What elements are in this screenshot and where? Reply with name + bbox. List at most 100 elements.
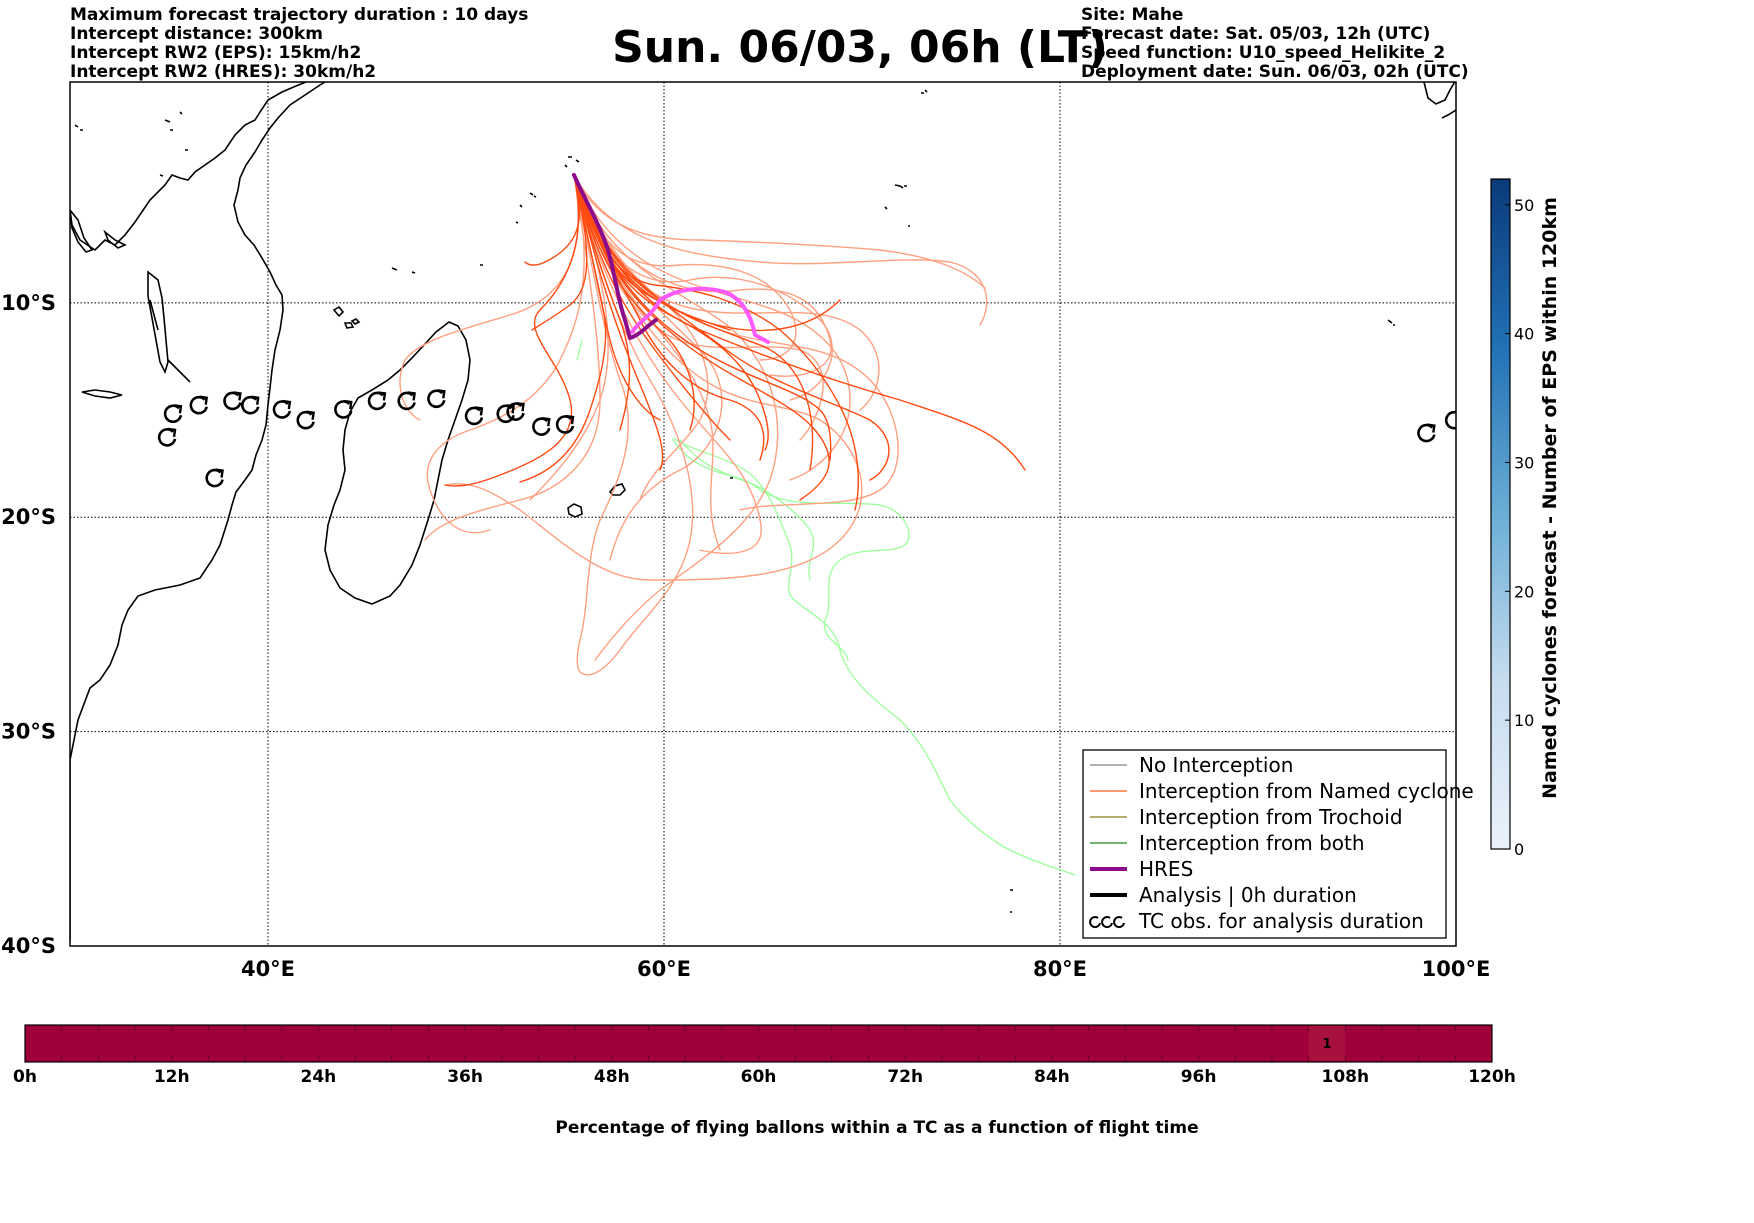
green-trajectories xyxy=(576,339,1076,876)
latitude-label: 40°S xyxy=(1,934,56,958)
colorbar: 0 10 20 30 40 50 Named cyclones forecast - Nu… xyxy=(1490,178,1561,859)
timebar: 1 0h 12h 24h 36h 48h 60h 72h 84h 96h 108h 120h xyxy=(13,1024,1516,1087)
colorbar-tick-label: 50 xyxy=(1514,196,1534,215)
timebar-label: 0h xyxy=(13,1067,37,1087)
timebar-label: 84h xyxy=(1034,1067,1070,1087)
header-left: Maximum forecast trajectory duration : 1… xyxy=(70,6,528,82)
latitude-label: 10°S xyxy=(1,291,56,315)
tc-observation-icon xyxy=(205,468,224,488)
longitude-label: 60°E xyxy=(637,957,691,981)
header-right-line: Deployment date: Sun. 06/03, 02h (UTC) xyxy=(1081,62,1469,82)
timebar-label: 96h xyxy=(1181,1067,1217,1087)
legend-box xyxy=(1082,749,1447,939)
longitude-label: 80°E xyxy=(1033,957,1087,981)
lake-tanganyika xyxy=(70,208,94,253)
legend-item: Interception from both xyxy=(1090,831,1365,855)
legend-item: TC obs. for analysis duration xyxy=(1089,909,1424,933)
tc-symbol-icon xyxy=(1089,916,1101,929)
tc-observation-icon xyxy=(506,401,525,421)
timebar-label: 24h xyxy=(301,1067,337,1087)
tc-symbol-icon xyxy=(1113,916,1125,929)
tc-observation-icon xyxy=(427,389,446,409)
timebar-label: 48h xyxy=(594,1067,630,1087)
timebar-labels: 0h 12h 24h 36h 48h 60h 72h 84h 96h 108h 120h xyxy=(13,1067,1516,1087)
legend-label: Interception from Named cyclone xyxy=(1139,779,1474,803)
header-left-line: Intercept distance: 300km xyxy=(70,24,323,44)
colorbar-label: Named cyclones forecast - Number of EPS … xyxy=(1539,197,1561,799)
hres-path-magenta xyxy=(630,286,770,344)
longitude-label: 40°E xyxy=(241,957,295,981)
tc-observation-icon xyxy=(334,399,353,419)
tc-observation-icon xyxy=(1417,423,1436,443)
legend-item: Interception from Trochoid xyxy=(1090,805,1403,829)
tc-observation-icon xyxy=(296,410,315,430)
lake-small xyxy=(103,229,127,249)
header-right-line: Site: Mahe xyxy=(1081,5,1184,25)
tc-observation-icon xyxy=(532,416,551,436)
timebar-label: 120h xyxy=(1468,1067,1516,1087)
timebar-label: 12h xyxy=(154,1067,190,1087)
latitude-label: 30°S xyxy=(1,720,56,744)
header-right-line: Speed function: U10_speed_Helikite_2 xyxy=(1081,43,1446,63)
tc-observation-icon xyxy=(189,395,209,415)
header-right: Site: Mahe Forecast date: Sat. 05/03, 12… xyxy=(1081,6,1469,82)
timebar-highlight xyxy=(1308,1026,1346,1061)
timebar-label: 36h xyxy=(447,1067,483,1087)
tc-observation-icon xyxy=(163,404,183,424)
header-left-line: Maximum forecast trajectory duration : 1… xyxy=(70,5,529,25)
timebar-label: 72h xyxy=(887,1067,923,1087)
timebar-ticks xyxy=(61,1026,1456,1061)
tc-observation-icon xyxy=(241,395,260,415)
map-border xyxy=(69,81,1457,947)
legend-item: Analysis | 0h duration xyxy=(1090,883,1357,907)
timebar-bar xyxy=(24,1024,1493,1063)
graticule xyxy=(70,82,1456,946)
legend-label: No Interception xyxy=(1139,753,1293,777)
colorbar-tick-label: 20 xyxy=(1514,582,1534,601)
lake-malawi xyxy=(147,270,169,375)
legend-label: TC obs. for analysis duration xyxy=(1138,909,1424,933)
colorbar-tick-label: 30 xyxy=(1514,453,1534,472)
reunion-island xyxy=(567,503,583,518)
longitude-labels: 40°E 60°E 80°E 100°E xyxy=(241,957,1490,981)
comoros-island xyxy=(332,305,361,329)
legend-item: No Interception xyxy=(1090,753,1293,777)
small-islands xyxy=(74,89,1395,913)
latitude-labels: 10°S 20°S 30°S 40°S xyxy=(1,291,56,958)
mozambique-channel-coast xyxy=(149,299,191,383)
colorbar-ticks: 0 10 20 30 40 50 xyxy=(1505,196,1534,859)
header-right-line: Forecast date: Sat. 05/03, 12h (UTC) xyxy=(1081,24,1431,44)
madagascar-coastline xyxy=(324,321,471,605)
tc-observation-icon xyxy=(397,391,416,411)
longitude-label: 100°E xyxy=(1422,957,1491,981)
header-left-line: Intercept RW2 (HRES): 30km/h2 xyxy=(70,62,377,82)
colorbar-tick-label: 40 xyxy=(1514,325,1534,344)
page-title: Sun. 06/03, 06h (LT) xyxy=(612,22,1108,73)
latitude-label: 20°S xyxy=(1,505,56,529)
legend-item: HRES xyxy=(1090,857,1193,881)
legend-label: HRES xyxy=(1139,857,1193,881)
tc-observation-icon xyxy=(157,427,177,447)
africa-coastline xyxy=(70,82,326,940)
header-left-line: Intercept RW2 (EPS): 15km/h2 xyxy=(70,43,362,63)
ensemble-trajectories xyxy=(399,174,1076,876)
colorbar-tick-label: 10 xyxy=(1514,711,1534,730)
australia-coastline xyxy=(1423,82,1456,119)
coastlines xyxy=(70,82,1456,940)
tc-observation-icon xyxy=(464,406,484,426)
legend-label: Interception from both xyxy=(1139,831,1365,855)
hres-path-purple xyxy=(572,173,658,340)
tc-observation-icon xyxy=(367,391,387,411)
timebar-highlight-value: 1 xyxy=(1322,1037,1331,1052)
lake-kariba xyxy=(81,389,123,399)
legend-label: Interception from Trochoid xyxy=(1139,805,1403,829)
hres-trajectory xyxy=(572,173,770,344)
salmon-trajectories xyxy=(399,174,988,676)
colorbar-tick-label: 0 xyxy=(1514,840,1524,859)
tc-observation-icon xyxy=(223,391,242,411)
timebar-label: 108h xyxy=(1322,1067,1370,1087)
tc-observation-icon xyxy=(272,399,292,419)
tc-observation-icon xyxy=(1444,410,1456,430)
